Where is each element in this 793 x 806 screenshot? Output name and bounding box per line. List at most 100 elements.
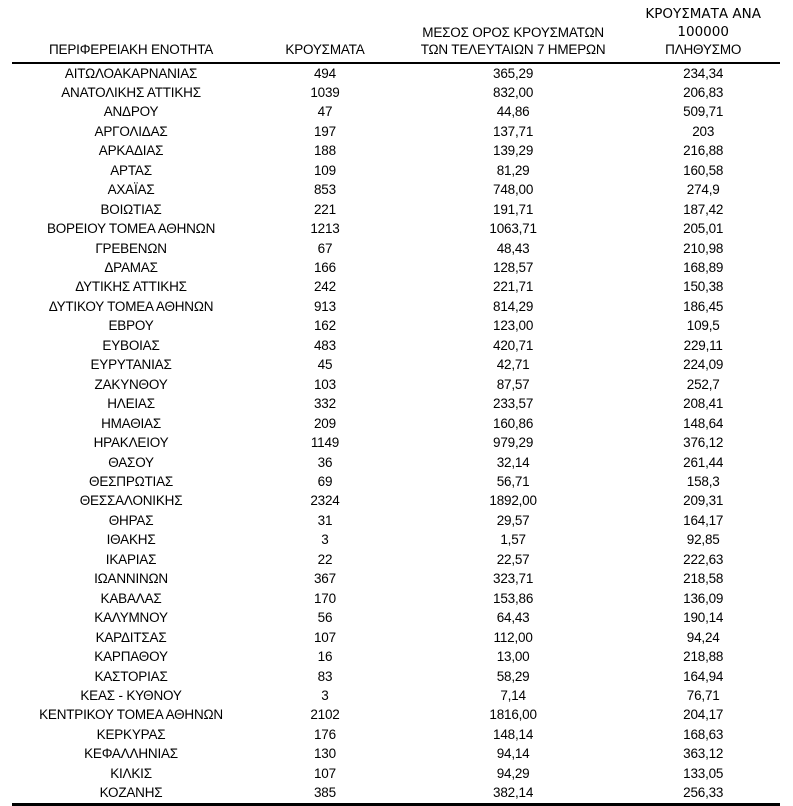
table-row: ΚΕΡΚΥΡΑΣ 176 148,14 168,63	[12, 725, 780, 744]
table-row: ΒΟΡΕΙΟΥ ΤΟΜΕΑ ΑΘΗΝΩΝ 1213 1063,71 205,01	[12, 219, 780, 238]
cell-cases-per-100000: 164,17	[683, 512, 724, 528]
cell-7day-average: 365,29	[493, 65, 534, 81]
cell-regional-unit: ΕΒΡΟΥ	[108, 318, 154, 334]
cell-7day-average: 148,14	[493, 726, 534, 742]
table-row: ΘΕΣΣΑΛΟΝΙΚΗΣ 2324 1892,00 209,31	[12, 491, 780, 510]
cell-cases: 109	[313, 162, 336, 178]
cell-cases-per-100000: 186,45	[683, 298, 724, 314]
cell-cases: 332	[313, 396, 336, 412]
cell-cases-per-100000: 164,94	[683, 668, 724, 684]
cell-regional-unit: ΑΡΓΟΛΙΔΑΣ	[94, 123, 168, 139]
cell-cases-per-100000: 209,31	[683, 493, 724, 509]
table-row: ΑΙΤΩΛΟΑΚΑΡΝΑΝΙΑΣ 494 365,29 234,34	[12, 63, 780, 83]
cell-cases: 197	[313, 123, 336, 139]
cell-cases: 36	[317, 454, 333, 470]
cell-7day-average: 139,29	[493, 143, 534, 159]
cell-cases-per-100000: 168,63	[683, 726, 724, 742]
cell-cases: 16	[317, 649, 333, 665]
cell-7day-average: 42,71	[496, 357, 530, 373]
table-row: ΘΗΡΑΣ 31 29,57 164,17	[12, 511, 780, 530]
cell-cases-per-100000: 158,3	[686, 474, 720, 490]
cell-7day-average: 1063,71	[489, 221, 537, 237]
table-row: ΑΡΤΑΣ 109 81,29 160,58	[12, 161, 780, 180]
cell-regional-unit: ΚΑΛΥΜΝΟΥ	[94, 610, 168, 626]
cell-regional-unit: ΓΡΕΒΕΝΩΝ	[95, 240, 167, 256]
cell-regional-unit: ΚΟΖΑΝΗΣ	[99, 785, 163, 801]
cell-regional-unit: ΗΛΕΙΑΣ	[107, 396, 155, 412]
cell-7day-average: 22,57	[496, 551, 530, 567]
column-header-7day-average-line1: ΜΕΣΟΣ ΟΡΟΣ ΚΡΟΥΣΜΑΤΩΝ	[422, 24, 604, 40]
cell-7day-average: 94,29	[496, 765, 530, 781]
cell-7day-average: 323,71	[493, 571, 534, 587]
table-row: ΚΕΑΣ - ΚΥΘΝΟΥ 3 7,14 76,71	[12, 686, 780, 705]
cell-cases-per-100000: 224,09	[683, 357, 724, 373]
cell-regional-unit: ΕΥΡΥΤΑΝΙΑΣ	[90, 357, 172, 373]
cell-7day-average: 56,71	[496, 474, 530, 490]
cell-cases-per-100000: 76,71	[686, 688, 720, 703]
cell-cases: 67	[317, 240, 333, 256]
cell-cases: 83	[317, 668, 333, 684]
cell-cases-per-100000: 205,01	[683, 221, 724, 237]
cell-cases-per-100000: 206,83	[683, 84, 724, 100]
table-row: ΚΑΣΤΟΡΙΑΣ 83 58,29 164,94	[12, 667, 780, 686]
cell-cases: 3	[321, 532, 329, 548]
cell-cases-per-100000: 150,38	[683, 279, 724, 295]
cell-cases: 1213	[310, 221, 340, 237]
table-row: ΙΚΑΡΙΑΣ 22 22,57 222,63	[12, 550, 780, 569]
cell-cases-per-100000: 109,5	[686, 318, 720, 334]
cell-regional-unit: ΖΑΚΥΝΘΟΥ	[94, 376, 168, 392]
cell-regional-unit: ΙΚΑΡΙΑΣ	[105, 551, 157, 567]
column-header-7day-average: ΜΕΣΟΣ ΟΡΟΣ ΚΡΟΥΣΜΑΤΩΝ ΤΩΝ ΤΕΛΕΥΤΑΙΩΝ 7 Η…	[399, 6, 627, 64]
cell-regional-unit: ΕΥΒΟΙΑΣ	[102, 337, 160, 353]
cell-cases: 367	[313, 571, 336, 587]
cell-cases-per-100000: 160,58	[683, 162, 724, 178]
cell-cases-per-100000: 92,85	[686, 532, 720, 548]
cell-7day-average: 81,29	[496, 162, 530, 178]
column-header-regional-unit: ΠΕΡΙΦΕΡΕΙΑΚΗ ΕΝΟΤΗΤΑ	[12, 6, 251, 64]
table-row: ΗΡΑΚΛΕΙΟΥ 1149 979,29 376,12	[12, 433, 780, 452]
cell-cases: 2324	[310, 493, 340, 509]
cell-cases: 47	[317, 104, 333, 120]
table-row: ΚΑΡΔΙΤΣΑΣ 107 112,00 94,24	[12, 628, 780, 647]
cell-7day-average: 1892,00	[489, 493, 537, 509]
table-body: ΑΙΤΩΛΟΑΚΑΡΝΑΝΙΑΣ 494 365,29 234,34 ΑΝΑΤΟΛΙΚΗ…	[12, 63, 780, 805]
cell-cases: 56	[317, 610, 333, 626]
cell-7day-average: 137,71	[493, 123, 534, 139]
column-header-cases: ΚΡΟΥΣΜΑΤΑ	[250, 6, 400, 64]
cell-regional-unit: ΑΙΤΩΛΟΑΚΑΡΝΑΝΙΑΣ	[64, 65, 198, 81]
table-row: ΘΑΣΟΥ 36 32,14 261,44	[12, 453, 780, 472]
cell-7day-average: 221,71	[493, 279, 534, 295]
cell-cases: 853	[313, 182, 336, 198]
cell-cases-per-100000: 252,7	[686, 376, 720, 392]
cell-cases: 31	[317, 512, 333, 528]
cell-7day-average: 814,29	[493, 298, 534, 314]
table-row: ΑΝΑΤΟΛΙΚΗΣ ΑΤΤΙΚΗΣ 1039 832,00 206,83	[12, 83, 780, 102]
table-row: ΗΜΑΘΙΑΣ 209 160,86 148,64	[12, 414, 780, 433]
table-row: ΚΟΖΑΝΗΣ 385 382,14 256,33	[12, 783, 780, 804]
cell-cases-per-100000: 234,34	[683, 65, 724, 81]
cell-cases-per-100000: 168,89	[683, 260, 724, 276]
cell-regional-unit: ΘΗΡΑΣ	[108, 512, 154, 528]
table-row: ΚΑΛΥΜΝΟΥ 56 64,43 190,14	[12, 608, 780, 627]
cell-cases: 242	[313, 279, 336, 295]
cell-regional-unit: ΔΥΤΙΚΗΣ ΑΤΤΙΚΗΣ	[75, 279, 187, 295]
cell-cases: 209	[313, 415, 336, 431]
table-row: ΗΛΕΙΑΣ 332 233,57 208,41	[12, 394, 780, 413]
cell-regional-unit: ΒΟΡΕΙΟΥ ΤΟΜΕΑ ΑΘΗΝΩΝ	[46, 221, 216, 237]
column-header-regional-unit-label: ΠΕΡΙΦΕΡΕΙΑΚΗ ΕΝΟΤΗΤΑ	[49, 42, 214, 57]
cell-regional-unit: ΚΕΝΤΡΙΚΟΥ ΤΟΜΕΑ ΑΘΗΝΩΝ	[39, 707, 223, 723]
cell-cases-per-100000: 187,42	[683, 201, 724, 217]
cell-regional-unit: ΚΑΡΠΑΘΟΥ	[94, 649, 168, 665]
cell-regional-unit: ΘΕΣΠΡΩΤΙΑΣ	[89, 474, 174, 490]
cell-7day-average: 191,71	[493, 201, 534, 217]
cell-regional-unit: ΚΕΡΚΥΡΑΣ	[96, 726, 166, 742]
cell-7day-average: 1,57	[500, 532, 526, 548]
cell-cases: 22	[317, 551, 333, 567]
cell-7day-average: 87,57	[496, 376, 530, 392]
cell-regional-unit: ΑΝΔΡΟΥ	[103, 104, 159, 120]
cell-cases-per-100000: 136,09	[683, 590, 724, 606]
cell-cases-per-100000: 210,98	[683, 240, 724, 256]
cell-cases: 107	[313, 765, 336, 781]
table-row: ΕΒΡΟΥ 162 123,00 109,5	[12, 316, 780, 335]
cell-cases-per-100000: 376,12	[683, 435, 724, 451]
